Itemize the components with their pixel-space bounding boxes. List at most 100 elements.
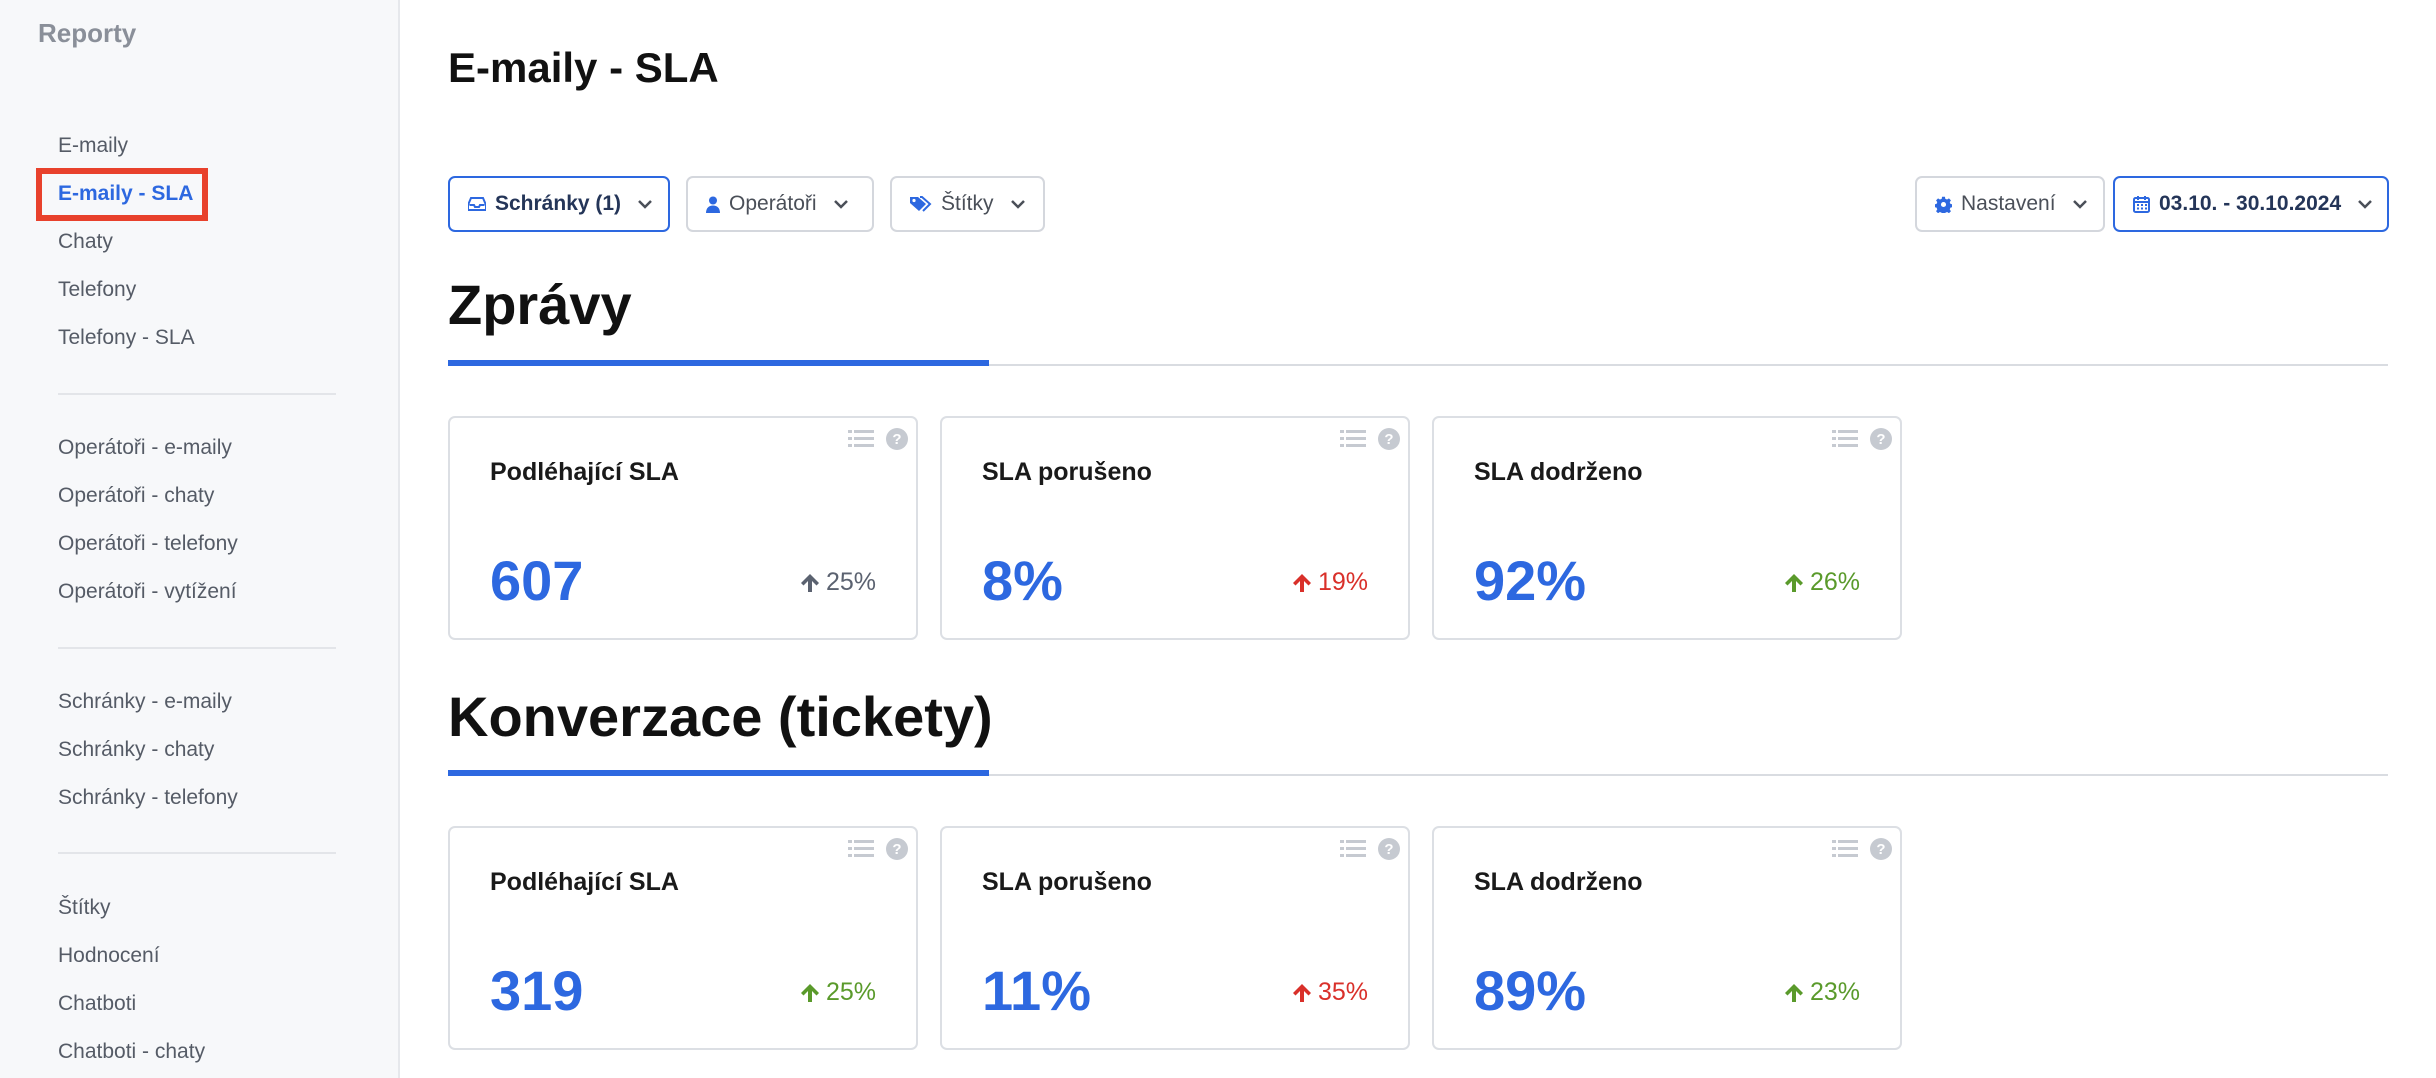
section-accent-bar bbox=[448, 770, 989, 776]
svg-text:?: ? bbox=[892, 841, 901, 858]
help-icon[interactable]: ? bbox=[886, 838, 908, 865]
kpi-trend: 25% bbox=[800, 568, 876, 597]
kpi-card-subject-sla: ? Podléhající SLA 319 25% bbox=[448, 826, 918, 1050]
active-item-highlight bbox=[36, 168, 208, 221]
section-accent-bar bbox=[448, 360, 989, 366]
kpi-value: 92% bbox=[1474, 549, 1587, 612]
kpi-trend: 19% bbox=[1292, 568, 1368, 597]
kpi-card-sla-breached: ? SLA porušeno 11% 35% bbox=[940, 826, 1410, 1050]
kpi-value: 8% bbox=[982, 549, 1063, 612]
sidebar-title: Reporty bbox=[38, 18, 137, 48]
sidebar-item-emaily-sla[interactable]: E-maily - SLA bbox=[58, 182, 194, 205]
arrow-up-icon bbox=[800, 983, 819, 1002]
inbox-icon bbox=[468, 196, 486, 212]
help-icon[interactable]: ? bbox=[1378, 428, 1400, 455]
sidebar-item-schranky-chaty[interactable]: Schránky - chaty bbox=[58, 738, 215, 761]
kpi-card-sla-met: ? SLA dodrženo 92% 26% bbox=[1432, 416, 1902, 640]
kpi-value: 607 bbox=[490, 549, 584, 612]
svg-text:?: ? bbox=[892, 431, 901, 448]
kpi-value: 89% bbox=[1474, 959, 1587, 1022]
settings-label: Nastavení bbox=[1961, 192, 2056, 215]
date-range-picker[interactable]: 03.10. - 30.10.2024 bbox=[2113, 176, 2389, 232]
kpi-trend-value: 25% bbox=[825, 978, 876, 1006]
arrow-up-icon bbox=[1784, 983, 1803, 1002]
list-icon[interactable] bbox=[1832, 839, 1858, 864]
sidebar-item-chatboti[interactable]: Chatboti bbox=[58, 992, 137, 1015]
sidebar-item-operatori-chaty[interactable]: Operátoři - chaty bbox=[58, 484, 215, 507]
chevron-down-icon bbox=[2072, 199, 2088, 209]
kpi-label: Podléhající SLA bbox=[490, 868, 679, 896]
tags-filter-button[interactable]: Štítky bbox=[890, 176, 1045, 232]
list-icon[interactable] bbox=[1340, 839, 1366, 864]
help-icon[interactable]: ? bbox=[1378, 838, 1400, 865]
sidebar-item-operatori-vytizeni[interactable]: Operátoři - vytížení bbox=[58, 580, 237, 603]
arrow-up-icon bbox=[1292, 573, 1311, 592]
kpi-trend-value: 26% bbox=[1809, 568, 1860, 596]
sidebar-divider bbox=[58, 852, 336, 854]
kpi-label: SLA dodrženo bbox=[1474, 458, 1643, 486]
svg-text:?: ? bbox=[1876, 841, 1885, 858]
sidebar-item-chaty[interactable]: Chaty bbox=[58, 230, 113, 253]
list-icon[interactable] bbox=[1832, 429, 1858, 454]
sidebar-item-stitky[interactable]: Štítky bbox=[58, 896, 111, 919]
svg-text:?: ? bbox=[1384, 841, 1393, 858]
list-icon[interactable] bbox=[1340, 429, 1366, 454]
kpi-card-sla-breached: ? SLA porušeno 8% 19% bbox=[940, 416, 1410, 640]
chevron-down-icon bbox=[2357, 199, 2373, 209]
section-divider bbox=[448, 774, 2388, 776]
operators-filter-label: Operátoři bbox=[729, 192, 817, 215]
mailboxes-filter-button[interactable]: Schránky (1) bbox=[448, 176, 670, 232]
kpi-trend: 26% bbox=[1784, 568, 1860, 597]
list-icon[interactable] bbox=[848, 839, 874, 864]
section-title-konverzace: Konverzace (tickety) bbox=[448, 685, 993, 748]
tags-icon bbox=[910, 196, 932, 212]
page-title: E-maily - SLA bbox=[448, 44, 719, 91]
arrow-up-icon bbox=[1292, 983, 1311, 1002]
help-icon[interactable]: ? bbox=[886, 428, 908, 455]
kpi-trend: 35% bbox=[1292, 978, 1368, 1007]
tags-filter-label: Štítky bbox=[941, 192, 994, 215]
sidebar: Reporty E-maily E-maily - SLA Chaty Tele… bbox=[0, 0, 400, 1078]
kpi-trend-value: 19% bbox=[1317, 568, 1368, 596]
kpi-label: Podléhající SLA bbox=[490, 458, 679, 486]
gear-icon bbox=[1935, 196, 1952, 213]
chevron-down-icon bbox=[833, 199, 849, 209]
settings-button[interactable]: Nastavení bbox=[1915, 176, 2105, 232]
kpi-card-subject-sla: ? Podléhající SLA 607 25% bbox=[448, 416, 918, 640]
chevron-down-icon bbox=[637, 199, 653, 209]
sidebar-item-emaily[interactable]: E-maily bbox=[58, 134, 129, 157]
section-title-zpravy: Zprávy bbox=[448, 273, 632, 336]
kpi-label: SLA porušeno bbox=[982, 458, 1152, 486]
date-range-label: 03.10. - 30.10.2024 bbox=[2159, 192, 2342, 215]
sidebar-item-schranky-emaily[interactable]: Schránky - e-maily bbox=[58, 690, 232, 713]
sidebar-divider bbox=[58, 647, 336, 649]
arrow-up-icon bbox=[1784, 573, 1803, 592]
sidebar-item-operatori-emaily[interactable]: Operátoři - e-maily bbox=[58, 436, 232, 459]
user-icon bbox=[706, 196, 720, 213]
kpi-value: 11% bbox=[982, 959, 1091, 1022]
sidebar-divider bbox=[58, 393, 336, 395]
svg-text:?: ? bbox=[1384, 431, 1393, 448]
kpi-trend-value: 23% bbox=[1809, 978, 1860, 1006]
operators-filter-button[interactable]: Operátoři bbox=[686, 176, 874, 232]
sidebar-item-telefony-sla[interactable]: Telefony - SLA bbox=[58, 326, 195, 349]
section-divider bbox=[448, 364, 2388, 366]
kpi-trend: 25% bbox=[800, 978, 876, 1007]
sidebar-item-schranky-telefony[interactable]: Schránky - telefony bbox=[58, 786, 238, 809]
svg-text:?: ? bbox=[1876, 431, 1885, 448]
help-icon[interactable]: ? bbox=[1870, 428, 1892, 455]
kpi-card-sla-met: ? SLA dodrženo 89% 23% bbox=[1432, 826, 1902, 1050]
list-icon[interactable] bbox=[848, 429, 874, 454]
arrow-up-icon bbox=[800, 573, 819, 592]
sidebar-item-chatboti-chaty[interactable]: Chatboti - chaty bbox=[58, 1040, 206, 1063]
sidebar-item-hodnoceni[interactable]: Hodnocení bbox=[58, 944, 160, 967]
chevron-down-icon bbox=[1010, 199, 1026, 209]
help-icon[interactable]: ? bbox=[1870, 838, 1892, 865]
kpi-trend: 23% bbox=[1784, 978, 1860, 1007]
sidebar-item-telefony[interactable]: Telefony bbox=[58, 278, 137, 301]
kpi-trend-value: 35% bbox=[1317, 978, 1368, 1006]
sidebar-item-operatori-telefony[interactable]: Operátoři - telefony bbox=[58, 532, 238, 555]
kpi-label: SLA dodrženo bbox=[1474, 868, 1643, 896]
kpi-label: SLA porušeno bbox=[982, 868, 1152, 896]
kpi-value: 319 bbox=[490, 959, 584, 1022]
